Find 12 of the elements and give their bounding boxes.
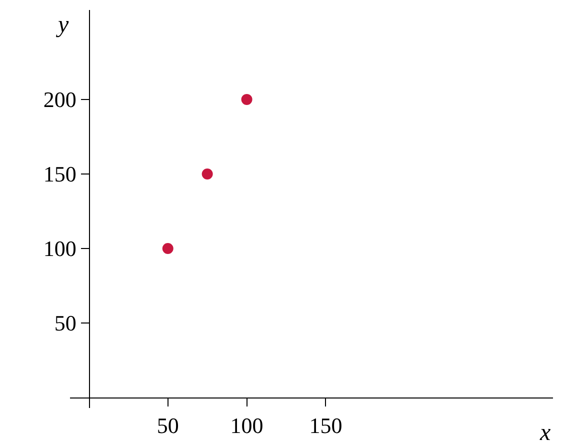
y-tick-label: 100: [43, 236, 76, 262]
point: [162, 243, 174, 254]
x-tick-label: 50: [156, 413, 179, 438]
x-tick-label: 150: [309, 413, 342, 438]
y-tick-label: 50: [54, 310, 76, 336]
y-tick-label: 150: [43, 162, 76, 187]
y-axis-title: y: [56, 12, 69, 38]
x-tick-label: 100: [230, 413, 264, 438]
point: [241, 94, 252, 105]
x-axis-title: x: [539, 420, 551, 446]
y-tick-label: 200: [43, 87, 76, 112]
point: [202, 168, 213, 180]
